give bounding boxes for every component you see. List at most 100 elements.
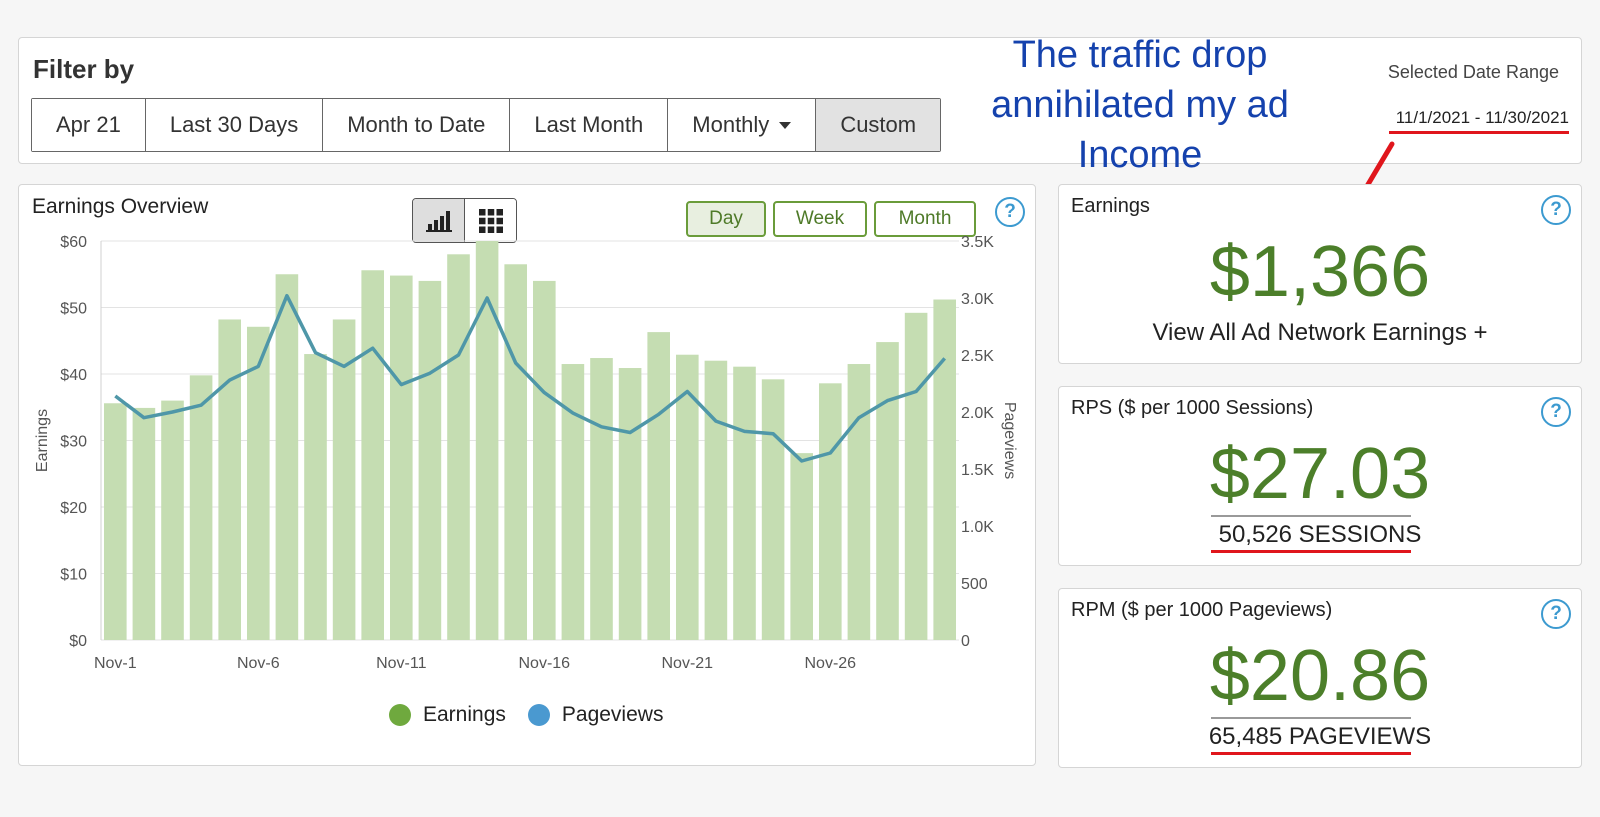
chart-panel: Earnings Overview Day Week Month ? $0 $10…	[18, 184, 1036, 766]
y-left-tick-label: $30	[60, 434, 87, 451]
earnings-bar	[447, 254, 470, 641]
earnings-bar	[819, 383, 842, 640]
rpm-value: $20.86	[1209, 636, 1431, 716]
y-right-tick-label: 2.5K	[961, 348, 994, 365]
earnings-bar	[676, 354, 699, 640]
y-right-tick-label: 2.0K	[961, 405, 994, 422]
caret-down-icon	[779, 121, 792, 129]
y-right-tick-label: 1.0K	[961, 519, 994, 536]
rpm-divider	[1211, 717, 1411, 719]
rps-help-icon[interactable]: ?	[1541, 397, 1571, 427]
rpm-help-icon[interactable]: ?	[1541, 599, 1571, 629]
legend-earnings-dot	[389, 704, 411, 726]
bar-chart-view-button[interactable]	[413, 199, 465, 242]
x-tick-label: Nov-16	[519, 655, 571, 672]
earnings-bar	[247, 326, 270, 640]
earnings-bar	[790, 453, 813, 640]
sessions-red-underline	[1211, 550, 1411, 553]
earnings-bar	[104, 403, 127, 640]
bar-chart-icon	[425, 210, 452, 232]
sessions-count: 50,526 SESSIONS	[1218, 521, 1422, 548]
pageviews-red-underline	[1211, 752, 1411, 755]
rps-card-title: RPS ($ per 1000 Sessions)	[1071, 397, 1314, 419]
rpm-card-title: RPM ($ per 1000 Pageviews)	[1071, 599, 1333, 621]
filter-button-last-month[interactable]: Last Month	[510, 99, 669, 151]
y-left-tick-label: $60	[60, 234, 87, 251]
date-range-label: Selected Date Range	[1387, 62, 1559, 82]
chart-legend: Earnings Pageviews	[389, 703, 663, 727]
filter-button-group: Apr 21 Last 30 Days Month to Date Last M…	[31, 98, 942, 152]
chart-title: Earnings Overview	[32, 195, 209, 218]
earnings-bar	[590, 358, 613, 640]
y-left-tick-label: $40	[60, 367, 87, 384]
earnings-bar	[475, 241, 499, 640]
grid-icon	[478, 208, 503, 233]
earnings-value: $1,366	[1209, 232, 1431, 312]
filter-button-last-30-days[interactable]: Last 30 Days	[145, 99, 324, 151]
grid-view-button[interactable]	[465, 199, 516, 242]
earnings-bar	[161, 400, 184, 640]
date-range-red-underline	[1389, 131, 1569, 134]
y-right-tick-label: 3.5K	[961, 234, 994, 251]
date-range-value: 11/1/2021 - 11/30/2021	[1395, 108, 1569, 127]
rps-divider	[1211, 515, 1411, 517]
filter-button-month-to-date[interactable]: Month to Date	[323, 99, 511, 151]
earnings-help-icon[interactable]: ?	[1541, 195, 1571, 225]
earnings-bar	[504, 264, 527, 640]
legend-pageviews-dot	[527, 704, 550, 726]
x-tick-label: Nov-21	[662, 655, 714, 672]
earnings-card-title: Earnings	[1071, 195, 1150, 217]
earnings-bar	[533, 280, 556, 640]
earnings-bar	[876, 342, 899, 640]
filter-title: Filter by	[33, 54, 135, 84]
earnings-bar	[361, 270, 384, 640]
x-tick-label: Nov-26	[805, 655, 857, 672]
pageviews-line	[114, 293, 947, 463]
earnings-bar	[332, 319, 356, 640]
earnings-bar	[390, 275, 413, 640]
rps-card: RPS ($ per 1000 Sessions) ? $27.03 50,52…	[1058, 386, 1582, 566]
x-tick-label: Nov-6	[237, 655, 280, 672]
y-left-tick-label: $0	[69, 633, 87, 650]
earnings-bar	[218, 319, 241, 640]
earnings-bar	[189, 375, 213, 640]
period-button-month[interactable]: Month	[874, 201, 976, 237]
y-right-axis-label: Pageviews	[1001, 402, 1018, 479]
earnings-bar	[933, 299, 956, 640]
earnings-bar	[704, 360, 728, 640]
earnings-bar	[847, 364, 871, 640]
y-right-tick-label: 500	[961, 576, 988, 593]
earnings-bar	[304, 354, 327, 640]
y-right-tick-label: 3.0K	[961, 291, 994, 308]
y-left-axis-label: Earnings	[34, 409, 51, 472]
earnings-bar	[275, 274, 299, 640]
filter-button-apr21[interactable]: Apr 21	[32, 99, 146, 151]
filter-dropdown-monthly[interactable]: Monthly	[668, 99, 817, 151]
filter-dropdown-label: Monthly	[692, 112, 770, 137]
y-right-tick-label: 0	[961, 633, 970, 650]
x-tick-label: Nov-11	[376, 655, 426, 672]
chart-help-icon[interactable]: ?	[995, 197, 1025, 227]
legend-earnings-label[interactable]: Earnings	[423, 703, 506, 726]
earnings-bar	[618, 368, 642, 640]
earnings-card: Earnings ? $1,366 View All Ad Network Ea…	[1058, 184, 1582, 364]
earnings-bar	[733, 366, 756, 640]
y-left-tick-label: $50	[60, 301, 87, 318]
y-left-tick-label: $10	[60, 567, 87, 584]
earnings-bar	[904, 312, 928, 640]
period-button-day[interactable]: Day	[686, 201, 766, 237]
earnings-bar	[132, 407, 156, 640]
annotation-text: The traffic drop annihilated my ad Incom…	[991, 34, 1289, 176]
filter-button-custom[interactable]: Custom	[816, 99, 941, 151]
earnings-bar	[647, 332, 670, 640]
filter-panel: Filter by Apr 21 Last 30 Days Month to D…	[18, 37, 1582, 164]
period-button-week[interactable]: Week	[773, 201, 867, 237]
chart-view-toggle	[412, 198, 517, 243]
pageviews-count: 65,485 PAGEVIEWS	[1208, 723, 1432, 750]
earnings-bar	[761, 379, 785, 640]
rps-value: $27.03	[1209, 434, 1431, 514]
rpm-card: RPM ($ per 1000 Pageviews) ? $20.86 65,4…	[1058, 588, 1582, 768]
earnings-pageviews-chart: $0 $10 $20 $30 $40 $50 $60 0 500 1.0K 1.5K 2.0K 2.5K…	[34, 234, 1018, 672]
legend-pageviews-label[interactable]: Pageviews	[561, 703, 664, 726]
view-all-earnings-link[interactable]: View All Ad Network Earnings +	[1152, 319, 1488, 346]
